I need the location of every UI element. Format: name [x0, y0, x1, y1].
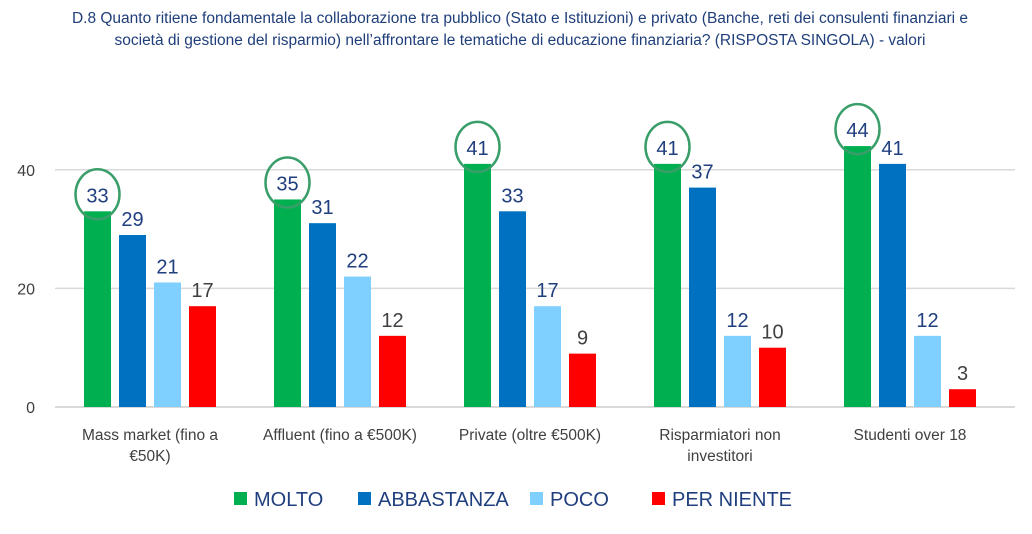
bar-per-niente [379, 335, 406, 407]
x-tick-label: Private (oltre €500K) [459, 427, 601, 444]
data-label: 3 [957, 363, 968, 385]
data-label: 44 [846, 120, 868, 142]
bar-poco [914, 335, 941, 407]
bar-abbastanza [309, 223, 336, 407]
bar-per-niente [189, 306, 216, 407]
x-tick-label: Risparmiatori non [659, 427, 780, 444]
data-label: 21 [156, 256, 178, 278]
data-label: 22 [346, 251, 368, 273]
y-tick-label: 40 [17, 163, 35, 180]
bar-per-niente [569, 353, 596, 407]
legend-label: MOLTO [254, 489, 323, 511]
data-label: 37 [691, 162, 713, 184]
bar-abbastanza [689, 187, 716, 407]
bar-per-niente [759, 347, 786, 407]
bar-poco [724, 335, 751, 407]
data-label: 33 [86, 185, 108, 207]
bar-poco [344, 276, 371, 407]
x-tick-label: Mass market (fino a [82, 427, 218, 444]
data-label: 10 [761, 322, 783, 344]
x-tick-label: Affluent (fino a €500K) [263, 427, 417, 444]
bar-molto [844, 146, 871, 407]
x-tick-label: Studenti over 18 [854, 427, 967, 444]
bar-molto [274, 199, 301, 407]
bar-poco [154, 282, 181, 407]
x-tick-label: investitori [687, 448, 752, 465]
data-label: 29 [121, 209, 143, 231]
legend-label: POCO [550, 489, 609, 511]
bar-abbastanza [879, 163, 906, 407]
data-label: 12 [726, 310, 748, 332]
bar-molto [654, 163, 681, 407]
data-label: 17 [191, 280, 213, 302]
legend-label: PER NIENTE [672, 489, 792, 511]
highlight-circle [834, 102, 881, 156]
bar-per-niente [949, 389, 976, 407]
highlight-circle [454, 120, 501, 174]
data-label: 41 [656, 138, 678, 160]
data-label: 33 [501, 185, 523, 207]
data-label: 9 [577, 328, 588, 350]
y-tick-label: 20 [17, 281, 35, 298]
highlight-circle [644, 120, 691, 174]
y-tick-label: 0 [26, 400, 35, 417]
data-label: 35 [276, 173, 298, 195]
data-label: 12 [916, 310, 938, 332]
bar-abbastanza [119, 235, 146, 407]
bar-molto [464, 163, 491, 407]
data-label: 17 [536, 280, 558, 302]
highlight-circle [74, 168, 121, 221]
data-label: 41 [466, 138, 488, 160]
data-label: 41 [881, 138, 903, 160]
legend-swatch [234, 492, 247, 505]
legend-swatch [358, 492, 371, 505]
chart-title: D.8 Quanto ritiene fondamentale la colla… [71, 10, 969, 49]
x-tick-label: €50K) [129, 448, 170, 465]
bar-molto [84, 211, 111, 407]
highlight-circle [264, 156, 311, 209]
data-label: 12 [381, 310, 403, 332]
data-label: 31 [311, 197, 333, 219]
legend-swatch [530, 492, 543, 505]
legend-swatch [652, 492, 665, 505]
legend-label: ABBASTANZA [378, 489, 509, 511]
bar-poco [534, 306, 561, 407]
bar-abbastanza [499, 211, 526, 407]
